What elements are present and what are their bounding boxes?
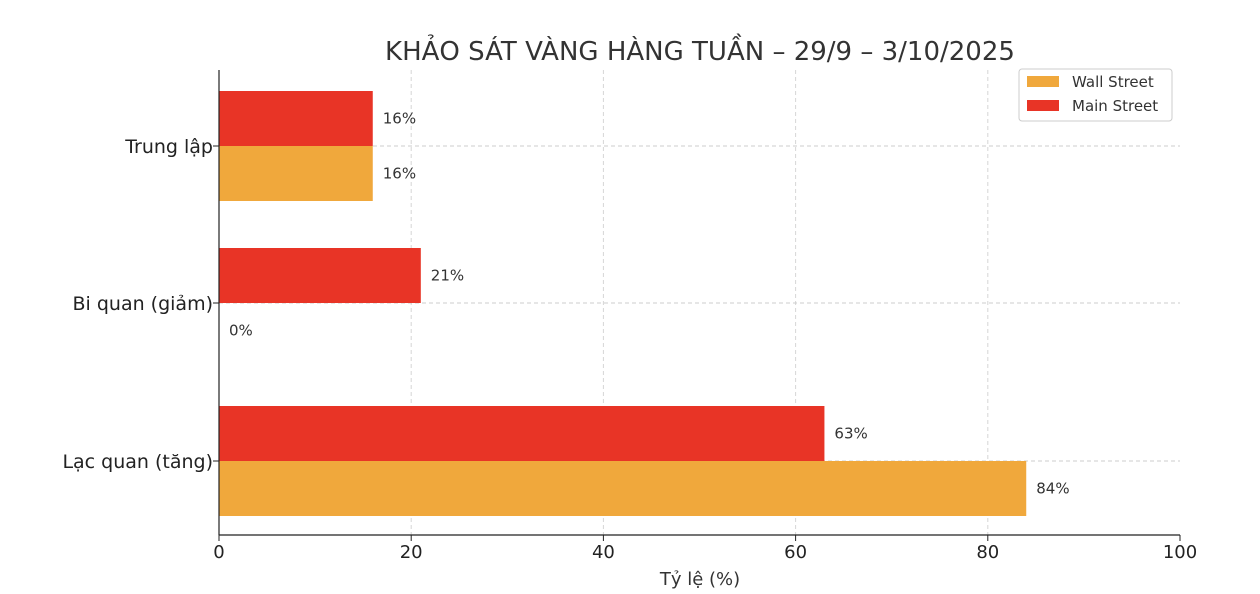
bar-main-street: [219, 248, 421, 303]
x-tick-label: 80: [976, 542, 999, 563]
x-tick-label: 60: [784, 542, 807, 563]
x-tick-label: 0: [213, 542, 224, 563]
y-tick-label: Trung lập: [124, 136, 213, 158]
data-label-main-street: 16%: [383, 110, 416, 128]
data-label-main-street: 21%: [431, 267, 464, 285]
y-tick-label: Bi quan (giảm): [73, 293, 214, 315]
x-tick-label: 20: [400, 542, 423, 563]
data-label-wall-street: 84%: [1036, 480, 1069, 498]
data-label-wall-street: 0%: [229, 322, 253, 340]
axes: 0 20 40 60 80 100 Lạc quan (tăng) Bi quan (giảm…: [62, 70, 1197, 563]
data-label-main-street: 63%: [834, 425, 867, 443]
bar-main-street: [219, 91, 373, 146]
data-label-wall-street: 16%: [383, 165, 416, 183]
legend: Wall Street Main Street: [1018, 68, 1173, 122]
chart-title: KHẢO SÁT VÀNG HÀNG TUẦN – 29/9 – 3/10/20…: [385, 32, 1015, 67]
bars: [219, 91, 1027, 516]
legend-label-main-street: Main Street: [1072, 97, 1158, 115]
data-labels: 84% 0% 16% 63% 21% 16%: [229, 110, 1070, 498]
y-tick-label: Lạc quan (tăng): [62, 451, 213, 473]
x-axis-label: Tỷ lệ (%): [659, 569, 740, 590]
legend-swatch-wall-street: [1027, 76, 1059, 87]
x-tick-label: 40: [592, 542, 615, 563]
bar-main-street: [219, 406, 825, 461]
x-tick-label: 100: [1163, 542, 1197, 563]
legend-swatch-main-street: [1027, 100, 1059, 111]
legend-label-wall-street: Wall Street: [1072, 73, 1154, 91]
bar-wall-street: [219, 146, 373, 201]
bar-wall-street: [219, 461, 1027, 516]
